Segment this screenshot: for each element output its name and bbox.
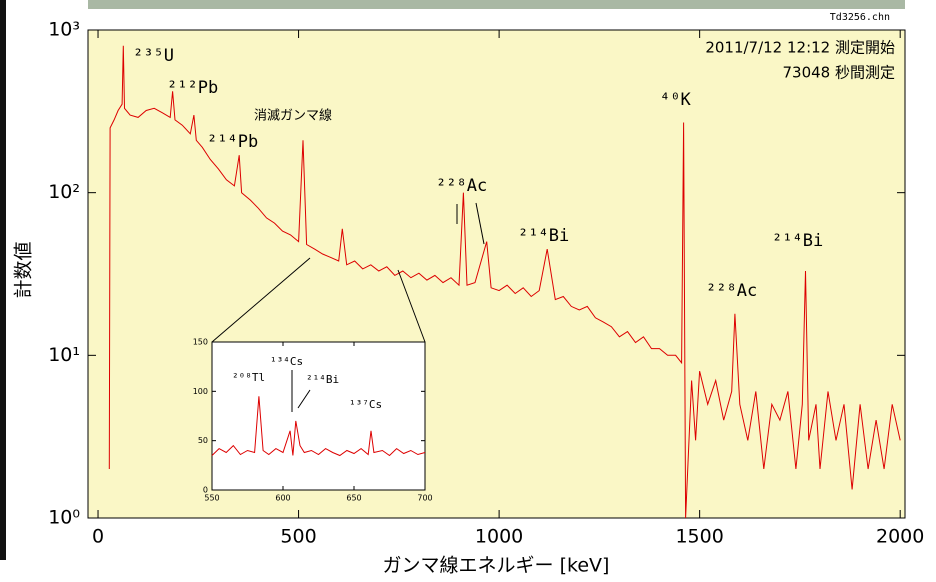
annotation: ²¹⁴Bi: [772, 231, 823, 251]
x-tick-label: 0: [92, 526, 104, 548]
annotation: ²¹⁴Bi: [306, 373, 339, 386]
y-tick-label: 10¹: [48, 344, 80, 366]
x-tick-label: 1000: [475, 526, 523, 548]
x-tick-label: 1500: [675, 526, 723, 548]
leader-line: [475, 202, 485, 245]
top-strip: [88, 0, 905, 9]
y-tick-label: 0: [203, 486, 208, 495]
zoom-line: [397, 269, 426, 343]
y-tick-label: 10²: [48, 181, 80, 203]
leader-line: [297, 389, 311, 409]
annotation: ²¹⁴Bi: [518, 226, 569, 246]
y-axis-label: 計数値: [13, 241, 35, 298]
x-tick-label: 600: [275, 494, 290, 503]
info-text: 73048 秒間測定: [783, 64, 896, 82]
annotation: ²¹²Pb: [167, 78, 218, 98]
x-axis-label: ガンマ線エネルギー [keV]: [383, 555, 610, 577]
zoom-line: [211, 257, 311, 343]
left-edge: [0, 0, 6, 560]
y-tick-label: 100: [193, 387, 208, 396]
annotation: 消滅ガンマ線: [254, 108, 332, 124]
annotation: ²²⁸Ac: [706, 281, 757, 301]
x-tick-label: 650: [346, 494, 361, 503]
y-tick-label: 150: [193, 338, 208, 347]
spectrum-line: [211, 396, 426, 457]
annotation: ²⁰⁸Tl: [232, 371, 265, 384]
annotation: ¹³⁴Cs: [270, 355, 303, 368]
y-tick-label: 10⁰: [48, 507, 80, 529]
x-tick-label: 550: [204, 494, 219, 503]
plot-area: [211, 341, 426, 491]
annotation: ²²⁸Ac: [436, 176, 487, 196]
annotation: ¹³⁷Cs: [349, 398, 382, 411]
info-text: 2011/7/12 12:12 測定開始: [705, 39, 895, 57]
y-tick-label: 10³: [48, 19, 80, 41]
annotation: ⁴⁰K: [660, 90, 691, 110]
x-tick-label: 500: [280, 526, 316, 548]
annotation: ²³⁵U: [133, 46, 174, 66]
plot-area: [87, 29, 906, 519]
spectrum-line: [108, 45, 901, 519]
file-name: Td3256.chn: [830, 12, 890, 23]
x-tick-label: 700: [417, 494, 432, 503]
x-tick-label: 2000: [876, 526, 924, 548]
y-tick-label: 50: [198, 436, 208, 445]
annotation: ²¹⁴Pb: [207, 132, 258, 152]
